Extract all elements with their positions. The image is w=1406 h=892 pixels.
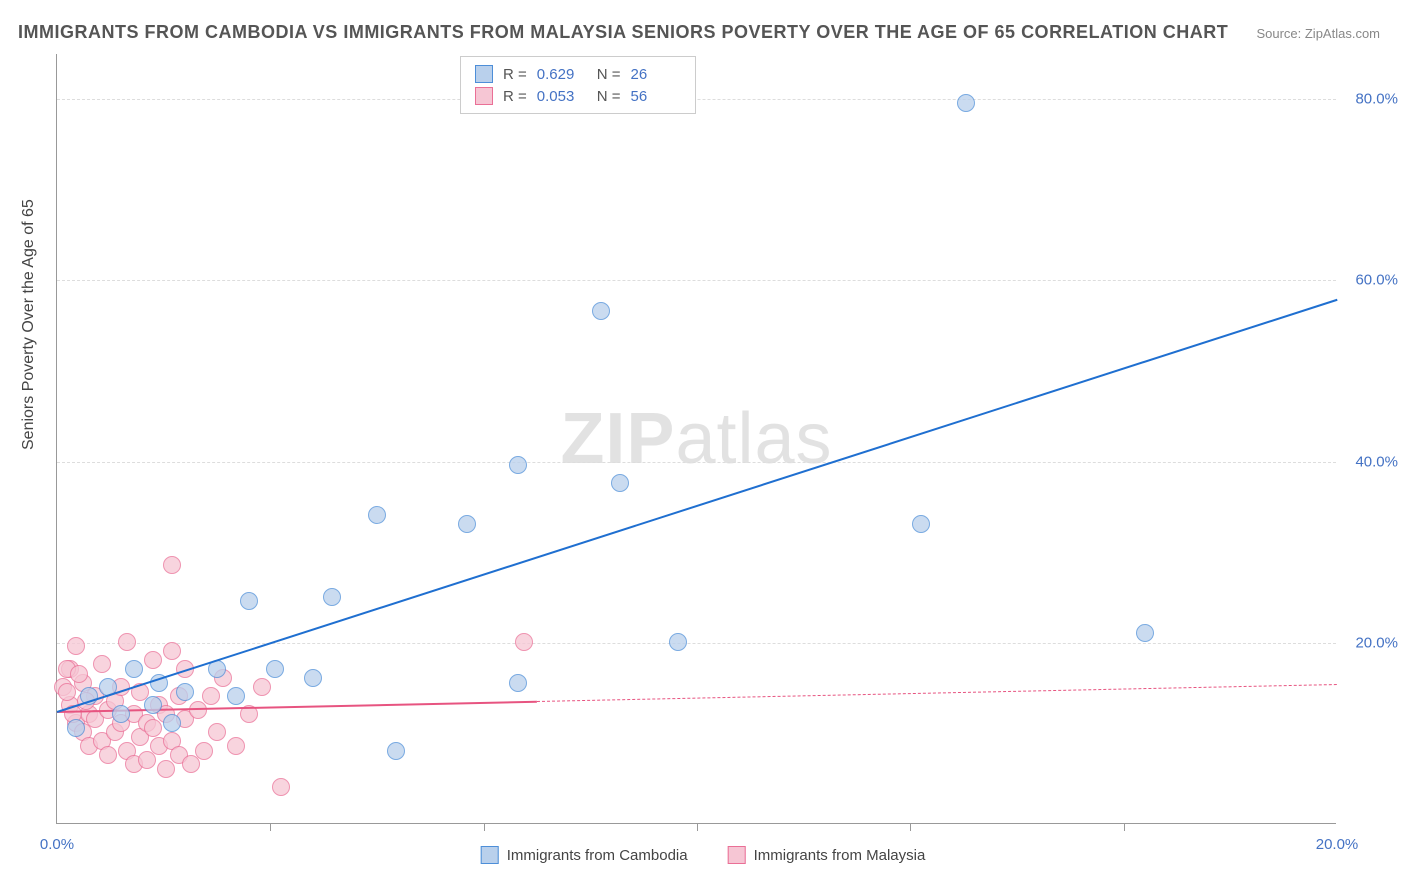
- legend-correlation-row: R = 0.053 N = 56: [475, 85, 681, 107]
- scatter-point: [509, 674, 527, 692]
- legend-n-value: 26: [631, 66, 681, 83]
- correlation-legend: R = 0.629 N = 26 R = 0.053 N = 56: [460, 56, 696, 114]
- scatter-point: [611, 474, 629, 492]
- legend-series-label: Immigrants from Cambodia: [507, 847, 688, 864]
- legend-r-value: 0.629: [537, 66, 587, 83]
- y-tick-label: 20.0%: [1355, 634, 1398, 651]
- scatter-point: [163, 714, 181, 732]
- scatter-point: [163, 556, 181, 574]
- chart-source: Source: ZipAtlas.com: [1256, 26, 1380, 41]
- scatter-point: [138, 751, 156, 769]
- legend-r-label: R =: [503, 66, 527, 83]
- legend-n-value: 56: [631, 88, 681, 105]
- scatter-point: [125, 660, 143, 678]
- x-minor-tick: [697, 823, 698, 831]
- scatter-point: [592, 302, 610, 320]
- gridline-horizontal: [57, 280, 1336, 281]
- y-axis-label: Seniors Poverty Over the Age of 65: [20, 199, 38, 450]
- scatter-point: [118, 633, 136, 651]
- watermark: ZIPatlas: [560, 398, 832, 480]
- scatter-point: [67, 637, 85, 655]
- scatter-point: [227, 687, 245, 705]
- legend-r-label: R =: [503, 88, 527, 105]
- scatter-point: [93, 655, 111, 673]
- y-tick-label: 60.0%: [1355, 272, 1398, 289]
- scatter-point: [67, 719, 85, 737]
- trendline: [57, 299, 1338, 713]
- scatter-point: [912, 515, 930, 533]
- x-tick-label: 20.0%: [1316, 836, 1359, 853]
- watermark-rest: atlas: [675, 399, 832, 479]
- series-legend: Immigrants from Cambodia Immigrants from …: [481, 846, 926, 864]
- scatter-point: [323, 588, 341, 606]
- chart-container: IMMIGRANTS FROM CAMBODIA VS IMMIGRANTS F…: [0, 0, 1406, 892]
- gridline-horizontal: [57, 99, 1336, 100]
- legend-swatch: [728, 846, 746, 864]
- scatter-point: [144, 651, 162, 669]
- x-minor-tick: [910, 823, 911, 831]
- scatter-point: [144, 719, 162, 737]
- scatter-point: [157, 760, 175, 778]
- legend-n-label: N =: [597, 88, 621, 105]
- watermark-bold: ZIP: [560, 399, 675, 479]
- scatter-point: [368, 506, 386, 524]
- scatter-point: [509, 456, 527, 474]
- x-minor-tick: [1124, 823, 1125, 831]
- scatter-point: [515, 633, 533, 651]
- x-minor-tick: [270, 823, 271, 831]
- scatter-point: [266, 660, 284, 678]
- chart-title: IMMIGRANTS FROM CAMBODIA VS IMMIGRANTS F…: [18, 22, 1228, 43]
- scatter-point: [208, 723, 226, 741]
- gridline-horizontal: [57, 643, 1336, 644]
- legend-swatch: [475, 65, 493, 83]
- scatter-point: [253, 678, 271, 696]
- scatter-point: [202, 687, 220, 705]
- scatter-point: [669, 633, 687, 651]
- scatter-point: [1136, 624, 1154, 642]
- scatter-point: [112, 705, 130, 723]
- scatter-point: [957, 94, 975, 112]
- scatter-point: [58, 683, 76, 701]
- x-minor-tick: [484, 823, 485, 831]
- legend-series-item: Immigrants from Malaysia: [728, 846, 926, 864]
- scatter-point: [458, 515, 476, 533]
- legend-n-label: N =: [597, 66, 621, 83]
- gridline-horizontal: [57, 462, 1336, 463]
- trendline-dashed: [537, 684, 1337, 702]
- plot-area: ZIPatlas 20.0%40.0%60.0%80.0%0.0%20.0%: [56, 54, 1336, 824]
- scatter-point: [227, 737, 245, 755]
- legend-series-item: Immigrants from Cambodia: [481, 846, 688, 864]
- legend-series-label: Immigrants from Malaysia: [754, 847, 926, 864]
- scatter-point: [163, 642, 181, 660]
- scatter-point: [304, 669, 322, 687]
- x-tick-label: 0.0%: [40, 836, 74, 853]
- legend-swatch: [475, 87, 493, 105]
- scatter-point: [144, 696, 162, 714]
- scatter-point: [70, 665, 88, 683]
- scatter-point: [272, 778, 290, 796]
- scatter-point: [182, 755, 200, 773]
- scatter-point: [176, 683, 194, 701]
- scatter-point: [387, 742, 405, 760]
- scatter-point: [195, 742, 213, 760]
- y-tick-label: 40.0%: [1355, 453, 1398, 470]
- legend-correlation-row: R = 0.629 N = 26: [475, 63, 681, 85]
- legend-r-value: 0.053: [537, 88, 587, 105]
- y-tick-label: 80.0%: [1355, 91, 1398, 108]
- legend-swatch: [481, 846, 499, 864]
- scatter-point: [99, 746, 117, 764]
- scatter-point: [240, 592, 258, 610]
